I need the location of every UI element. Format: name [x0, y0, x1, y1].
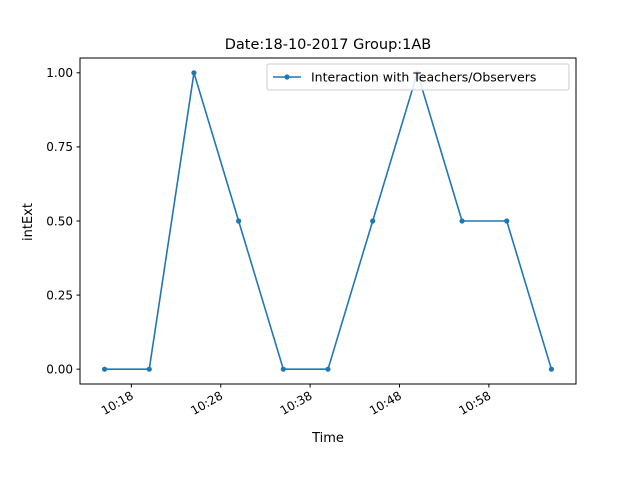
legend-point-marker: [284, 74, 290, 80]
y-tick-label: 0.00: [46, 362, 73, 376]
x-tick-label: 10:58: [456, 388, 493, 417]
plot-area: 0.00 0.25 0.50 0.75 1.00 10:18 10:28 10:38 10:48…: [46, 57, 577, 418]
legend: Interaction with Teachers/Observers: [266, 63, 570, 91]
x-tick-label: 10:48: [367, 388, 404, 417]
data-point: [191, 70, 197, 76]
x-tick-label: 10:38: [278, 388, 315, 417]
y-axis-label: intExt: [21, 203, 36, 241]
data-point: [459, 218, 465, 224]
y-tick-label: 0.50: [46, 214, 73, 228]
x-tick-label: 10:28: [188, 388, 225, 417]
x-tick-label: 10:18: [99, 388, 136, 417]
legend-box: [266, 63, 570, 91]
chart-title: Date:18-10-2017 Group:1AB: [225, 37, 432, 53]
y-tick-label: 0.25: [46, 288, 73, 302]
data-point: [325, 366, 331, 372]
data-point: [101, 366, 108, 372]
legend-entry: Interaction with Teachers/Observers: [311, 70, 536, 85]
data-point: [504, 218, 510, 224]
series-line: [104, 72, 553, 370]
x-axis-label: Time: [311, 431, 344, 446]
data-point: [370, 218, 376, 224]
data-point: [146, 366, 152, 372]
y-tick-label: 1.00: [46, 66, 73, 80]
y-tick-label: 0.75: [46, 140, 73, 154]
data-point: [236, 218, 242, 224]
data-point: [280, 366, 286, 372]
data-point: [548, 366, 555, 372]
